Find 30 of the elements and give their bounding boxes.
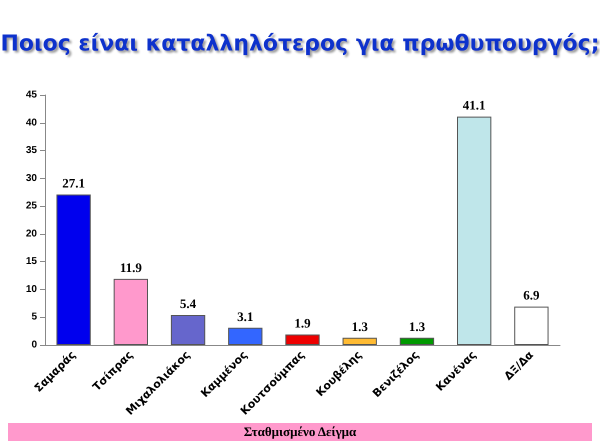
data-label: 27.1 — [62, 175, 85, 190]
y-tick-label: 35 — [26, 145, 38, 156]
bar — [228, 328, 262, 345]
y-tick-label: 45 — [26, 90, 38, 100]
y-tick-label: 20 — [26, 228, 38, 240]
data-label: 1.9 — [294, 315, 312, 330]
y-tick-label: 15 — [26, 256, 38, 268]
bar — [400, 338, 434, 345]
y-tick-label: 0 — [31, 340, 38, 350]
bar — [514, 306, 549, 345]
bar — [114, 278, 148, 345]
data-label: 3.1 — [237, 308, 254, 324]
data-label: 1.3 — [352, 318, 368, 334]
bar — [170, 315, 206, 345]
chart-title: Ποιος είναι καταλληλότερος για πρωθυπουργός; — [0, 32, 600, 56]
data-label: 1.3 — [408, 318, 426, 334]
bar — [285, 334, 320, 345]
bar — [342, 338, 377, 345]
data-label: 11.9 — [120, 260, 142, 275]
bar — [56, 194, 91, 345]
y-tick-label: 5 — [31, 312, 38, 323]
y-tick-label: 10 — [26, 284, 38, 295]
y-tick-label: 30 — [26, 172, 38, 184]
data-label: 5.4 — [180, 296, 197, 311]
data-label: 41.1 — [462, 98, 486, 113]
y-tick-label: 40 — [26, 117, 38, 128]
y-tick-label: 25 — [26, 200, 38, 212]
data-label: 6.9 — [523, 288, 540, 303]
text: Σταθμισμένο Δείγμα — [8, 423, 592, 441]
bar — [457, 116, 492, 345]
